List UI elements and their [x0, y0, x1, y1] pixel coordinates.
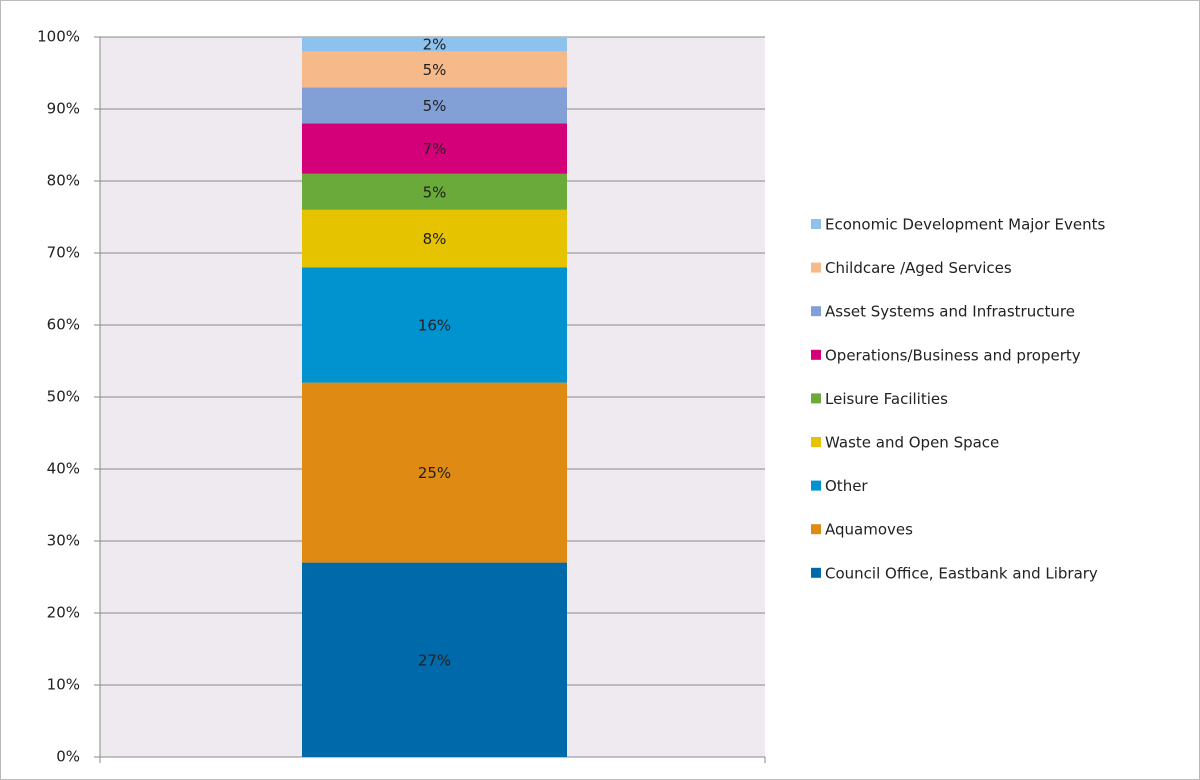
- legend-label: Leisure Facilities: [825, 390, 948, 408]
- legend-swatch: [811, 524, 821, 535]
- data-label: 5%: [423, 97, 447, 115]
- data-label: 25%: [418, 464, 451, 482]
- bar-segment: [302, 382, 567, 563]
- bar-segment: [302, 87, 567, 124]
- y-tick-label: 70%: [47, 244, 80, 262]
- data-label: 7%: [423, 140, 447, 158]
- y-tick-label: 100%: [37, 28, 80, 46]
- legend-label: Other: [825, 477, 868, 495]
- legend-label: Economic Development Major Events: [825, 216, 1106, 234]
- bar-segment: [302, 37, 567, 52]
- bar-segment: [302, 267, 567, 383]
- data-label: 8%: [423, 230, 447, 248]
- legend-label: Council Office, Eastbank and Library: [825, 564, 1098, 582]
- y-tick-label: 0%: [56, 748, 80, 766]
- y-tick-label: 50%: [47, 388, 80, 406]
- legend-swatch: [811, 306, 821, 317]
- bar-segment: [302, 173, 567, 210]
- legend-label: Waste and Open Space: [825, 434, 999, 452]
- y-tick-label: 20%: [47, 604, 80, 622]
- data-label: 16%: [418, 317, 451, 335]
- y-tick-label: 30%: [47, 532, 80, 550]
- legend-swatch: [811, 567, 821, 578]
- legend-label: Operations/Business and property: [825, 346, 1081, 364]
- bar-segment: [302, 123, 567, 174]
- legend-swatch: [811, 480, 821, 491]
- legend-label: Aquamoves: [825, 521, 913, 539]
- bar-segment: [302, 51, 567, 88]
- legend-swatch: [811, 349, 821, 360]
- legend-swatch: [811, 437, 821, 447]
- y-tick-label: 80%: [47, 172, 80, 190]
- data-label: 5%: [423, 61, 447, 79]
- y-tick-label: 60%: [47, 316, 80, 334]
- legend-label: Asset Systems and Infrastructure: [825, 303, 1075, 321]
- data-label: 5%: [423, 183, 447, 201]
- legend-swatch: [811, 393, 821, 404]
- y-tick-label: 10%: [47, 676, 80, 694]
- legend-label: Childcare /Aged Services: [825, 259, 1012, 277]
- legend-swatch: [811, 262, 821, 273]
- y-tick-label: 40%: [47, 460, 80, 478]
- legend-swatch: [811, 219, 821, 229]
- y-tick-label: 90%: [47, 100, 80, 118]
- data-label: 2%: [423, 36, 447, 54]
- data-label: 27%: [418, 651, 451, 669]
- bar-segment: [302, 209, 567, 268]
- bar-segment: [302, 562, 567, 757]
